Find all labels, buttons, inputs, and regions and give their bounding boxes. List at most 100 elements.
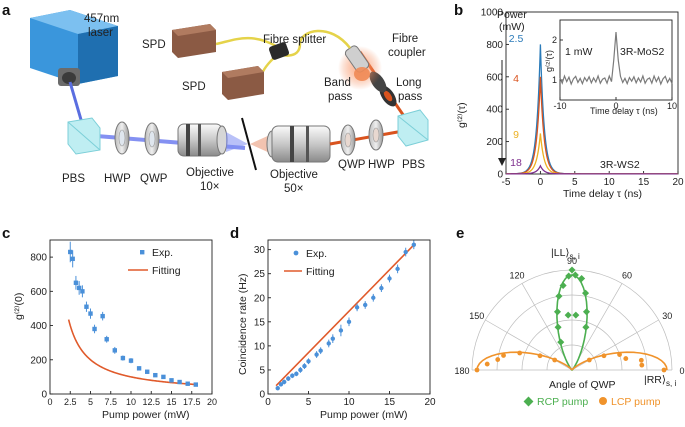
panel-d-legend-exp: Exp. [306,248,327,260]
panel-b-ylabel: g⁽²⁾(τ) [456,102,468,128]
inset-power-label: 1 mW [565,46,593,58]
pbs-left-cube [67,117,101,155]
panel-d-data-point [282,379,287,385]
panel-d-data-point [290,373,295,378]
legend-lcp-marker [599,397,607,405]
panel-d-xtick-label: 10 [343,397,355,408]
legend-rcp-text: RCP pump [537,396,588,408]
inset-ytick-label: 1 [552,75,557,85]
panel-c-xtick-label: 15 [166,397,176,407]
fibre-coupler [344,45,370,81]
panel-b-series-line [506,164,678,175]
polar-center-label: Angle of QWP [549,379,616,391]
polar-angle-label: 90 [567,256,577,266]
panel-d-data-point [275,386,280,391]
panel-c-data-point [88,311,93,316]
fibre-coupler-label-2: coupler [388,47,426,59]
lcp-data-point [501,353,506,358]
panel-d-data-point [306,359,311,364]
focus-cone-red [250,134,272,154]
panel-b-ytick-label: 800 [486,40,503,51]
panel-d-data-point [286,376,291,381]
panel-d-data-point [338,328,344,333]
panel-b-xtick-label: 0 [538,177,544,188]
rcp-data-point [582,289,590,297]
panel-b-ytick-label: 600 [486,72,503,83]
panel-b-inset: -10 0 10 1 2 [552,19,677,111]
rcp-data-point [582,323,590,331]
panel-c-data-point [153,372,158,378]
focus-cone-blue [226,132,248,152]
panel-c-ytick-label: 400 [30,321,47,332]
panel-d-ytick-label: 0 [259,390,265,401]
polar-top-label: |LL⟩s, i [551,247,580,261]
legend-title-line2: (mW) [499,21,525,33]
panel-b-series-label: 18 [510,157,522,169]
panel-c-ytick-label: 600 [30,287,47,298]
pbs-left-label: PBS [62,173,85,185]
spd2-label: SPD [182,81,206,93]
legend-lcp: LCP pump [599,396,661,408]
panel-c-ytick-label: 200 [30,355,47,366]
panel-c-data-point [177,379,182,385]
panel-b-series-label: 4 [513,73,519,85]
fibre-coupler-label-1: Fibre [392,33,418,45]
panel-b-series-label: 2.5 [509,33,524,45]
panel-e-plot: 0 30 60 90 120 150 180 [454,256,684,376]
panel-c-data-point [104,337,109,342]
rcp-data-point [553,308,562,316]
panel-c-ylabel: g⁽²⁾(0) [13,293,25,320]
panel-c-fit-line [67,319,198,386]
panel-c-xtick-label: 17.5 [183,397,201,407]
inset-xtick-label: -10 [553,101,566,111]
panel-c-legend-fit: Fitting [152,265,181,277]
objective-50x-label-1: Objective [270,169,318,181]
laser-label-line2: laser [88,27,113,39]
lcp-data-point [495,357,501,362]
laser-label-line1: 457nm [84,13,119,25]
lcp-data-point [617,352,622,357]
objective-10x-label-2: 10× [200,181,220,193]
rcp-data-point [564,311,572,319]
panel-c-frame [49,239,213,395]
inset-ytick-label: 2 [552,35,557,45]
panel-b-xtick-label: 15 [638,177,650,188]
panel-d-ytick-label: 15 [254,317,266,328]
panel-d-data-point [318,348,323,353]
qwp-left-label: QWP [140,173,168,185]
panel-b-series-label: 9 [513,129,519,141]
legend-rcp: RCP pump [523,396,588,408]
inset-material-label: 3R-MoS2 [620,46,665,58]
panel-e: e 0 30 60 90 120 150 180 |LL⟩s, i |RR⟩s, i Ang… [454,225,684,408]
panel-c-data-point [68,249,73,255]
fibre-splitter-body [268,42,290,60]
fibre-to-spd1 [215,36,277,48]
panel-d-data-point [346,319,352,325]
panel-b-frame [505,11,679,175]
lcp-data-point [639,362,645,368]
panel-b-xtick-label: -5 [502,177,511,188]
panel-d: d 0 5 10 15 20 0 5 10 15 20 25 30 Exp. Fitting Pump p… [230,225,436,421]
panel-d-frame [267,239,431,395]
panel-c-label: c [2,225,10,242]
rcp-data-point [555,292,563,300]
qwp-left-optic [144,122,160,156]
panel-a-setup: a 457nm laser [2,2,429,195]
qwp-right-label: QWP [338,159,366,171]
panel-c-data-point [185,381,190,386]
panel-b-xtick-label: 20 [672,177,684,188]
panel-b-label: b [454,2,463,19]
panel-c-xtick-label: 7.5 [104,397,117,407]
panel-d-data-point [330,336,335,341]
panel-c-xtick-label: 0 [47,397,52,407]
panel-b-ytick-label: 200 [486,137,503,148]
lcp-data-point [552,357,558,363]
panel-d-ylabel: Coincidence rate (Hz) [237,273,249,375]
objective-10x-label-1: Objective [186,167,234,179]
panel-b-ytick-label: 1000 [481,8,504,19]
fibre-splitter-label: Fibre splitter [263,34,326,46]
spd-detector-2 [222,66,264,100]
panel-d-data-point [278,382,284,387]
